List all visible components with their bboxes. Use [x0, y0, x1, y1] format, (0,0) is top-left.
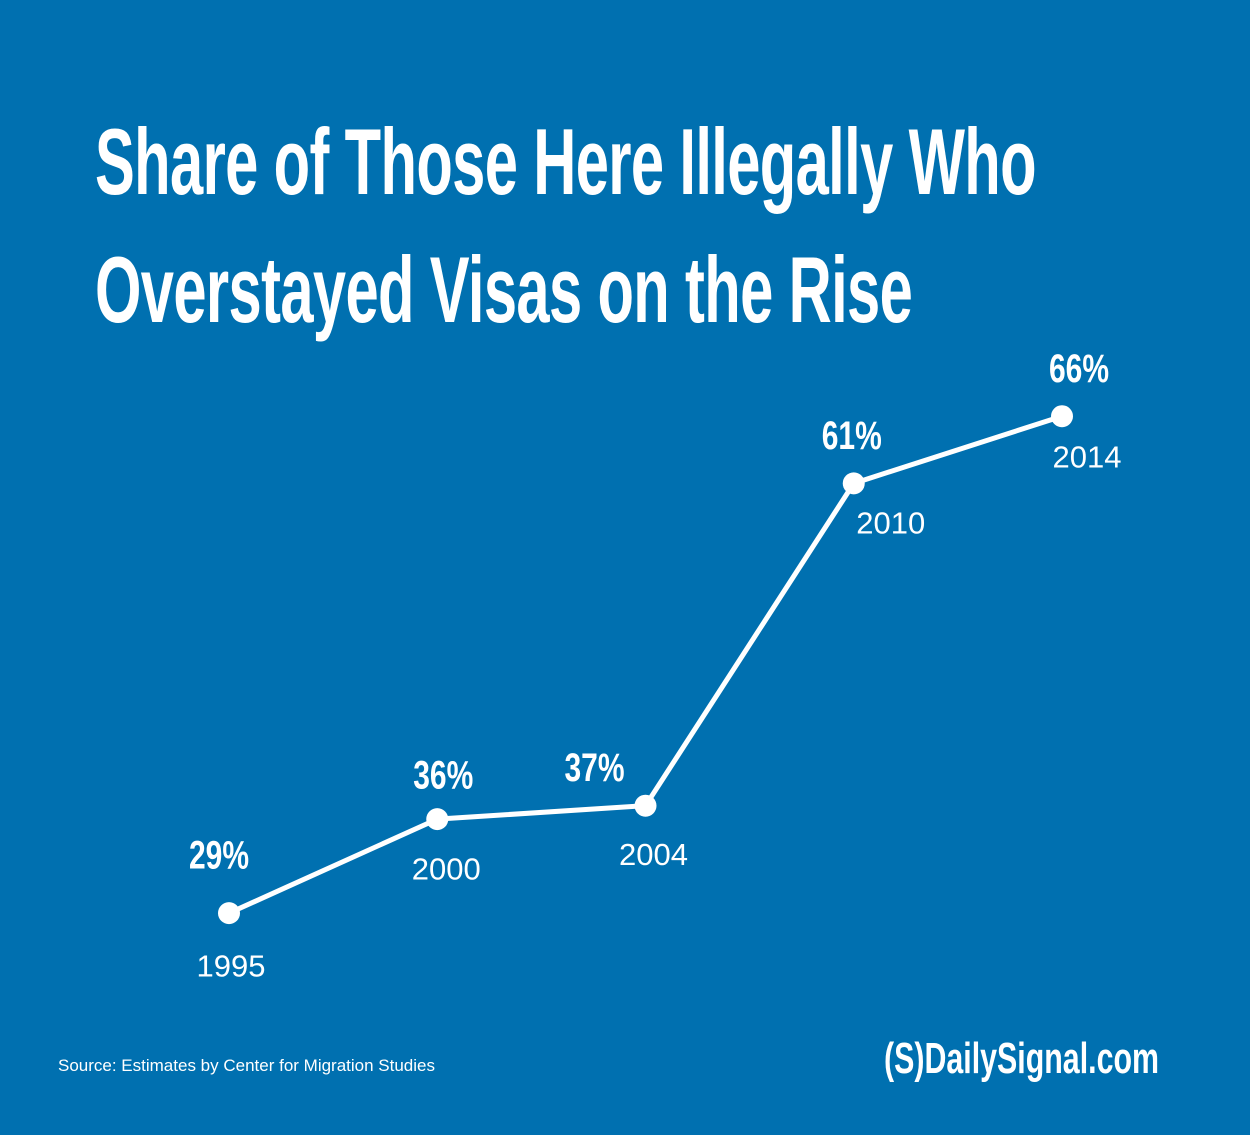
chart-title: Share of Those Here Illegally Who Overst… — [95, 109, 1037, 342]
point — [842, 472, 865, 495]
value-label: 37% — [564, 746, 624, 790]
point — [1051, 405, 1073, 428]
point — [634, 794, 657, 817]
x-tick-label: 2014 — [1053, 439, 1122, 474]
x-tick-label: 2004 — [619, 837, 688, 872]
value-label: 66% — [1049, 347, 1109, 391]
value-label: 36% — [413, 754, 473, 798]
point — [218, 902, 240, 925]
source-note: Source: Estimates by Center for Migratio… — [58, 1056, 435, 1075]
x-tick-label: 2010 — [856, 506, 925, 541]
value-label: 29% — [189, 834, 249, 878]
value-label: 61% — [822, 414, 882, 458]
point — [426, 808, 449, 831]
x-tick-label: 1995 — [197, 948, 266, 983]
x-tick-label: 2000 — [412, 851, 481, 886]
brand: (S)DailySignal.com — [884, 1034, 1159, 1083]
